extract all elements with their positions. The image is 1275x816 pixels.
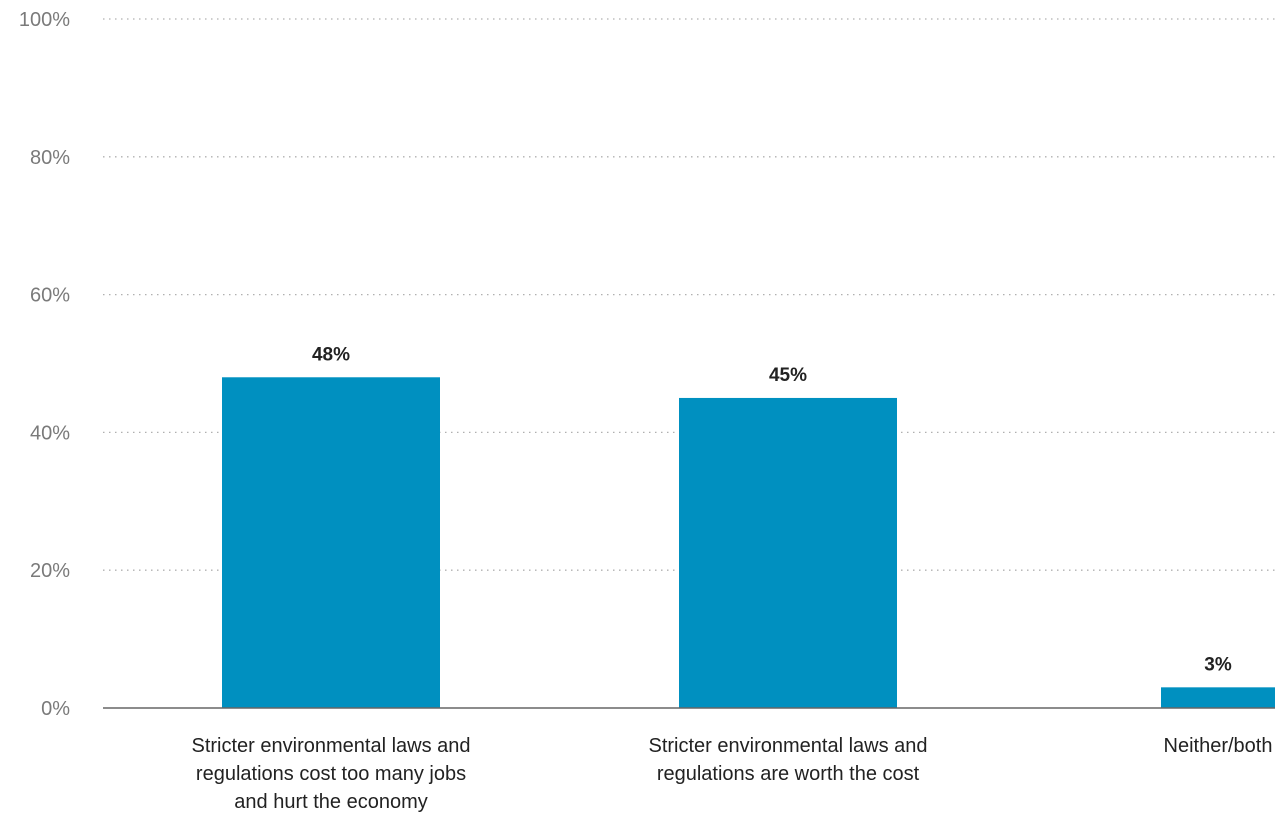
data-label: 48%: [312, 344, 350, 365]
category-label: Stricter environmental laws and regulatio…: [648, 735, 927, 785]
y-tick-label: 0%: [41, 698, 70, 720]
bar: [679, 397, 897, 708]
y-tick-label: 80%: [30, 147, 70, 169]
data-label: 3%: [1204, 654, 1232, 675]
y-tick-label: 60%: [30, 285, 70, 307]
data-labels: 48% 45% 3%: [312, 344, 1232, 675]
y-tick-label: 100%: [19, 9, 70, 31]
data-label: 45%: [769, 365, 807, 386]
bar: [222, 377, 440, 708]
y-tick-label: 40%: [30, 422, 70, 444]
category-label: Stricter environmental laws and regulatio…: [191, 735, 470, 813]
category-labels: Stricter environmental laws and regulatio…: [191, 735, 1272, 813]
category-label: Neither/both: [1164, 735, 1273, 757]
bar: [1161, 687, 1275, 708]
y-tick-label: 20%: [30, 560, 70, 582]
bars: [222, 377, 1275, 708]
y-axis-ticks: 0% 20% 40% 60% 80% 100%: [19, 9, 70, 720]
